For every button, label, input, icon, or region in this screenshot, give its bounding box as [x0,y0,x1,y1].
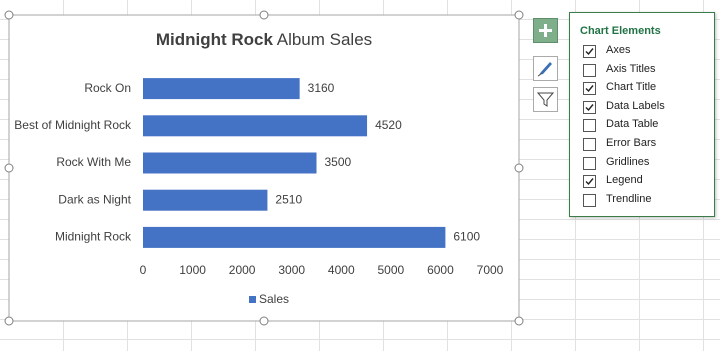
data-label: 3160 [308,81,335,95]
option-label: Chart Title [606,81,657,94]
data-label: 3500 [325,155,352,169]
y-tick-label: Dark as Night [58,192,131,206]
checkbox[interactable] [583,156,596,170]
y-tick-label: Best of Midnight Rock [14,118,132,132]
x-tick-label: 2000 [229,263,256,277]
resize-handles[interactable] [4,10,524,326]
option-label: Data Table [606,118,659,131]
checkbox[interactable] [583,100,596,114]
legend-swatch [249,296,256,303]
checkbox[interactable] [583,175,596,189]
y-tick-label: Rock On [84,81,131,95]
option-label: Error Bars [606,137,657,149]
checkbox[interactable] [583,138,596,151]
checkbox[interactable] [583,193,596,207]
bar [143,226,446,248]
x-tick-label: 3000 [278,263,305,277]
x-tick-label: 1000 [179,263,206,277]
bar [143,78,300,100]
x-tick-label: 7000 [477,263,504,277]
option-label: Data Labels [606,99,665,112]
data-label: 6100 [453,230,480,244]
bar [143,115,368,137]
checkbox[interactable] [583,119,596,133]
title-bold: Midnight Rock [156,30,274,49]
x-tick-label: 0 [140,263,147,277]
checkbox[interactable] [583,45,596,58]
y-tick-label: Midnight Rock [55,230,132,244]
bar [143,189,268,211]
title-rest: Album Sales [277,30,372,49]
chart-filters-button[interactable] [533,87,558,112]
y-tick-label: Rock With Me [56,155,131,169]
bar [143,152,317,174]
chart-title: Midnight Rock Album Sales [156,30,372,49]
checkbox[interactable] [583,82,596,96]
x-tick-label: 6000 [427,263,454,277]
legend-label: Sales [259,292,289,306]
chart-elements-panel: Chart Elements Axes Axis Titles Chart Titl… [569,12,715,217]
chart-styles-button[interactable] [533,56,558,81]
option-label: Axes [606,44,631,56]
option-label: Trendline [606,192,652,205]
data-label: 2510 [275,192,302,206]
panel-title: Chart Elements [580,25,661,37]
data-label: 4520 [375,118,402,132]
chart-elements-button[interactable] [533,18,558,43]
x-tick-label: 5000 [378,263,405,277]
x-tick-label: 4000 [328,263,355,277]
option-label: Legend [606,174,643,187]
option-label: Gridlines [606,155,650,168]
option-label: Axis Titles [606,62,656,75]
checkbox[interactable] [583,63,596,77]
